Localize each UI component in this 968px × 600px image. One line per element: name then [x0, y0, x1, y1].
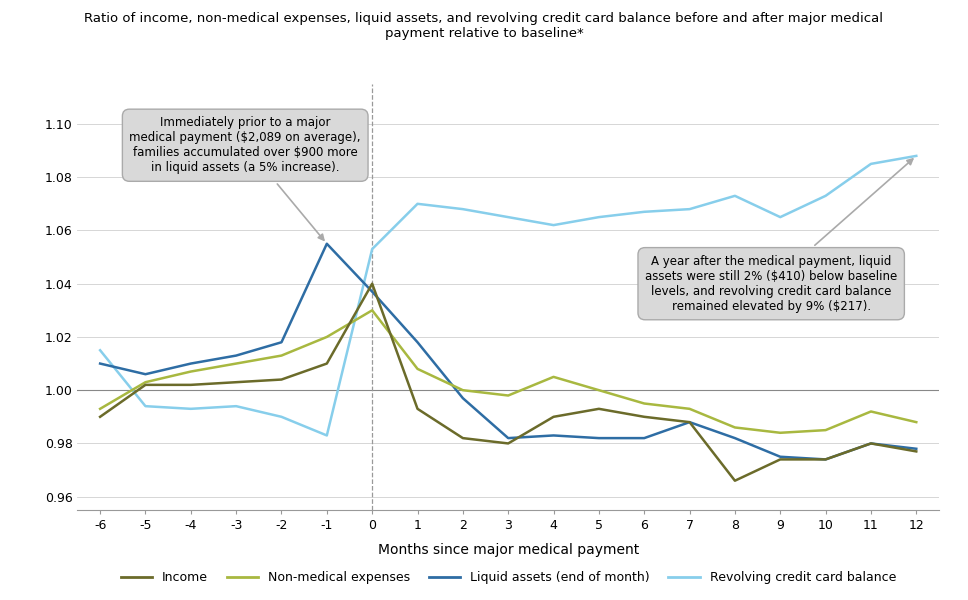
Text: A year after the medical payment, liquid
assets were still 2% ($410) below basel: A year after the medical payment, liquid…: [645, 159, 913, 313]
Legend: Income, Non-medical expenses, Liquid assets (end of month), Revolving credit car: Income, Non-medical expenses, Liquid ass…: [115, 566, 901, 589]
Text: Immediately prior to a major
medical payment ($2,089 on average),
families accum: Immediately prior to a major medical pay…: [130, 116, 361, 240]
Text: Ratio of income, non-medical expenses, liquid assets, and revolving credit card : Ratio of income, non-medical expenses, l…: [84, 12, 884, 40]
X-axis label: Months since major medical payment: Months since major medical payment: [378, 543, 639, 557]
